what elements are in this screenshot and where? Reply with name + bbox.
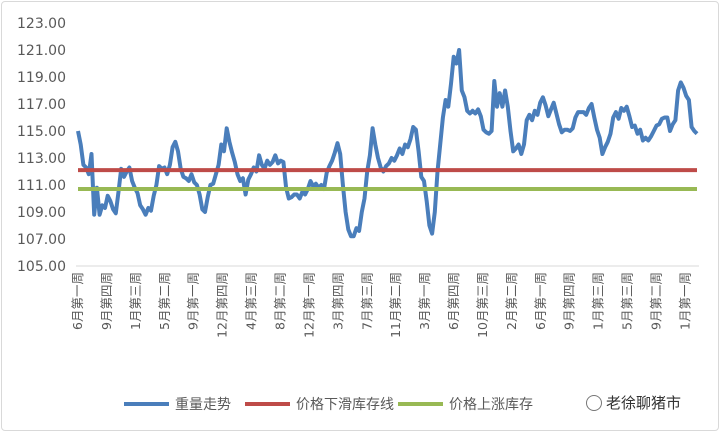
x-tick-label: 12月第四周 <box>215 272 230 338</box>
legend-label: 价格上涨库存 <box>449 397 533 413</box>
x-tick-label: 6月第四周 <box>446 272 461 330</box>
x-tick-label: 9月第四周 <box>99 272 114 330</box>
watermark: 老徐聊猪市 <box>584 392 686 413</box>
x-tick-label: 9月第二周 <box>649 272 664 330</box>
x-tick-label: 7月第三周 <box>359 272 374 330</box>
x-tick-label: 4月第三周 <box>244 272 259 330</box>
x-tick-label: 6月第一周 <box>70 272 85 330</box>
watermark-text: 老徐聊猪市 <box>606 394 682 412</box>
legend-label: 价格下滑库存线 <box>296 396 394 413</box>
x-tick-label: 9月第一周 <box>186 272 201 330</box>
x-tick-label: 3月第四周 <box>330 272 345 330</box>
y-tick-label: 119.00 <box>17 70 66 86</box>
legend-label: 重量走势 <box>175 397 231 413</box>
x-tick-label: 12月第一周 <box>301 272 316 338</box>
x-tick-label: 9月第四周 <box>562 272 577 330</box>
x-tick-label: 11月第二周 <box>388 272 403 338</box>
y-tick-label: 111.00 <box>17 178 66 194</box>
y-tick-label: 121.00 <box>17 43 66 59</box>
y-tick-label: 109.00 <box>17 205 66 221</box>
x-tick-label: 2月第二周 <box>504 272 519 330</box>
y-tick-label: 115.00 <box>17 124 66 140</box>
x-tick-label: 1月第三周 <box>128 272 143 330</box>
series-line-weight-trend <box>76 48 699 239</box>
x-tick-label: 1月第三周 <box>591 272 606 330</box>
x-tick-label: 3月第一周 <box>417 272 432 330</box>
y-tick-label: 105.00 <box>17 259 66 275</box>
wechat-logo-icon <box>586 394 602 411</box>
x-tick-label: 1月第一周 <box>677 272 692 330</box>
y-tick-label: 117.00 <box>17 97 66 113</box>
y-tick-label: 107.00 <box>17 232 66 248</box>
y-tick-label: 123.00 <box>17 16 66 32</box>
x-tick-label: 10月第三周 <box>475 272 490 338</box>
x-tick-label: 6月第一周 <box>533 272 548 330</box>
x-tick-label: 5月第三周 <box>620 272 635 330</box>
x-tick-label: 8月第二周 <box>272 272 287 330</box>
y-tick-label: 113.00 <box>17 151 66 167</box>
x-tick-label: 5月第二周 <box>157 272 172 330</box>
